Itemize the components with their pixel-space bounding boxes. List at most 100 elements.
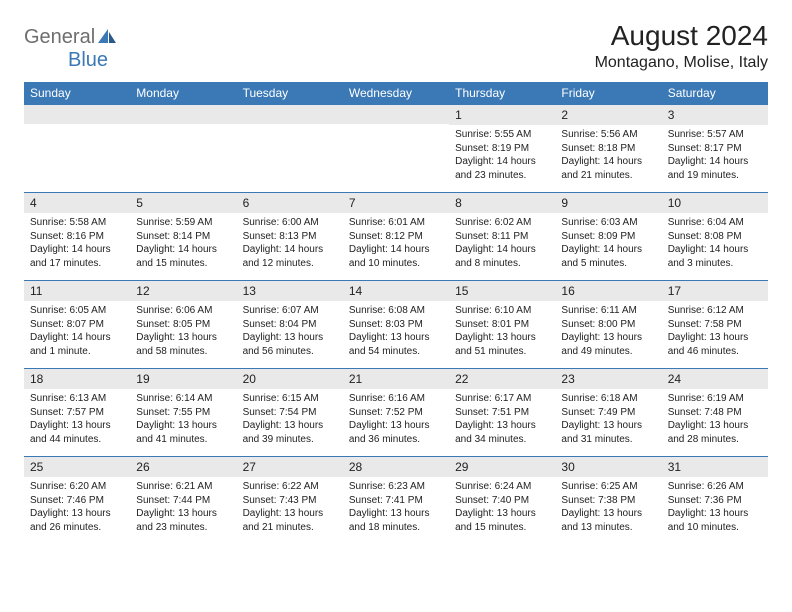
calendar-cell: 12Sunrise: 6:06 AMSunset: 8:05 PMDayligh… bbox=[130, 280, 236, 368]
day-number: 24 bbox=[662, 368, 768, 389]
day-number: 27 bbox=[237, 456, 343, 477]
calendar-cell bbox=[237, 104, 343, 192]
day-body: Sunrise: 6:01 AMSunset: 8:12 PMDaylight:… bbox=[343, 213, 449, 275]
calendar-cell: 8Sunrise: 6:02 AMSunset: 8:11 PMDaylight… bbox=[449, 192, 555, 280]
day-number: 26 bbox=[130, 456, 236, 477]
calendar-cell: 23Sunrise: 6:18 AMSunset: 7:49 PMDayligh… bbox=[555, 368, 661, 456]
day-number: 6 bbox=[237, 192, 343, 213]
day-number: 17 bbox=[662, 280, 768, 301]
day-number: 13 bbox=[237, 280, 343, 301]
calendar-cell: 25Sunrise: 6:20 AMSunset: 7:46 PMDayligh… bbox=[24, 456, 130, 544]
empty-day-header bbox=[237, 104, 343, 124]
day-body: Sunrise: 6:17 AMSunset: 7:51 PMDaylight:… bbox=[449, 389, 555, 451]
calendar-week: 4Sunrise: 5:58 AMSunset: 8:16 PMDaylight… bbox=[24, 192, 768, 280]
calendar-body: 1Sunrise: 5:55 AMSunset: 8:19 PMDaylight… bbox=[24, 104, 768, 544]
calendar-cell: 27Sunrise: 6:22 AMSunset: 7:43 PMDayligh… bbox=[237, 456, 343, 544]
day-body: Sunrise: 6:16 AMSunset: 7:52 PMDaylight:… bbox=[343, 389, 449, 451]
day-body: Sunrise: 5:58 AMSunset: 8:16 PMDaylight:… bbox=[24, 213, 130, 275]
calendar-cell: 5Sunrise: 5:59 AMSunset: 8:14 PMDaylight… bbox=[130, 192, 236, 280]
day-body: Sunrise: 6:05 AMSunset: 8:07 PMDaylight:… bbox=[24, 301, 130, 363]
day-number: 14 bbox=[343, 280, 449, 301]
calendar-cell: 22Sunrise: 6:17 AMSunset: 7:51 PMDayligh… bbox=[449, 368, 555, 456]
day-number: 21 bbox=[343, 368, 449, 389]
calendar-cell bbox=[130, 104, 236, 192]
day-body: Sunrise: 6:14 AMSunset: 7:55 PMDaylight:… bbox=[130, 389, 236, 451]
calendar-cell: 7Sunrise: 6:01 AMSunset: 8:12 PMDaylight… bbox=[343, 192, 449, 280]
day-body: Sunrise: 6:06 AMSunset: 8:05 PMDaylight:… bbox=[130, 301, 236, 363]
weekday-header: Saturday bbox=[662, 82, 768, 104]
calendar-week: 1Sunrise: 5:55 AMSunset: 8:19 PMDaylight… bbox=[24, 104, 768, 192]
logo: GeneralBlue bbox=[24, 20, 120, 72]
title-block: August 2024 Montagano, Molise, Italy bbox=[595, 20, 768, 72]
day-body: Sunrise: 6:19 AMSunset: 7:48 PMDaylight:… bbox=[662, 389, 768, 451]
day-body: Sunrise: 5:57 AMSunset: 8:17 PMDaylight:… bbox=[662, 125, 768, 187]
calendar-cell: 13Sunrise: 6:07 AMSunset: 8:04 PMDayligh… bbox=[237, 280, 343, 368]
calendar-cell: 28Sunrise: 6:23 AMSunset: 7:41 PMDayligh… bbox=[343, 456, 449, 544]
calendar-week: 18Sunrise: 6:13 AMSunset: 7:57 PMDayligh… bbox=[24, 368, 768, 456]
calendar-cell: 30Sunrise: 6:25 AMSunset: 7:38 PMDayligh… bbox=[555, 456, 661, 544]
day-number: 8 bbox=[449, 192, 555, 213]
day-body: Sunrise: 5:59 AMSunset: 8:14 PMDaylight:… bbox=[130, 213, 236, 275]
calendar-cell: 18Sunrise: 6:13 AMSunset: 7:57 PMDayligh… bbox=[24, 368, 130, 456]
day-body: Sunrise: 6:08 AMSunset: 8:03 PMDaylight:… bbox=[343, 301, 449, 363]
day-body: Sunrise: 6:10 AMSunset: 8:01 PMDaylight:… bbox=[449, 301, 555, 363]
day-number: 20 bbox=[237, 368, 343, 389]
day-number: 1 bbox=[449, 104, 555, 125]
day-body: Sunrise: 5:56 AMSunset: 8:18 PMDaylight:… bbox=[555, 125, 661, 187]
weekday-header: Thursday bbox=[449, 82, 555, 104]
calendar-cell: 21Sunrise: 6:16 AMSunset: 7:52 PMDayligh… bbox=[343, 368, 449, 456]
day-number: 29 bbox=[449, 456, 555, 477]
empty-day-header bbox=[130, 104, 236, 124]
day-number: 15 bbox=[449, 280, 555, 301]
day-number: 3 bbox=[662, 104, 768, 125]
logo-sail-icon bbox=[96, 27, 118, 45]
weekday-header: Sunday bbox=[24, 82, 130, 104]
weekday-row: SundayMondayTuesdayWednesdayThursdayFrid… bbox=[24, 82, 768, 104]
day-body: Sunrise: 5:55 AMSunset: 8:19 PMDaylight:… bbox=[449, 125, 555, 187]
day-body: Sunrise: 6:21 AMSunset: 7:44 PMDaylight:… bbox=[130, 477, 236, 539]
day-body: Sunrise: 6:15 AMSunset: 7:54 PMDaylight:… bbox=[237, 389, 343, 451]
calendar-cell: 1Sunrise: 5:55 AMSunset: 8:19 PMDaylight… bbox=[449, 104, 555, 192]
day-body: Sunrise: 6:00 AMSunset: 8:13 PMDaylight:… bbox=[237, 213, 343, 275]
calendar-cell: 31Sunrise: 6:26 AMSunset: 7:36 PMDayligh… bbox=[662, 456, 768, 544]
day-number: 11 bbox=[24, 280, 130, 301]
calendar-cell: 17Sunrise: 6:12 AMSunset: 7:58 PMDayligh… bbox=[662, 280, 768, 368]
day-number: 4 bbox=[24, 192, 130, 213]
calendar-cell: 3Sunrise: 5:57 AMSunset: 8:17 PMDaylight… bbox=[662, 104, 768, 192]
empty-day-header bbox=[24, 104, 130, 124]
day-number: 5 bbox=[130, 192, 236, 213]
month-title: August 2024 bbox=[595, 20, 768, 52]
calendar-cell: 24Sunrise: 6:19 AMSunset: 7:48 PMDayligh… bbox=[662, 368, 768, 456]
day-body: Sunrise: 6:12 AMSunset: 7:58 PMDaylight:… bbox=[662, 301, 768, 363]
day-body: Sunrise: 6:26 AMSunset: 7:36 PMDaylight:… bbox=[662, 477, 768, 539]
day-body: Sunrise: 6:11 AMSunset: 8:00 PMDaylight:… bbox=[555, 301, 661, 363]
calendar-cell: 11Sunrise: 6:05 AMSunset: 8:07 PMDayligh… bbox=[24, 280, 130, 368]
day-number: 25 bbox=[24, 456, 130, 477]
day-number: 7 bbox=[343, 192, 449, 213]
day-body: Sunrise: 6:23 AMSunset: 7:41 PMDaylight:… bbox=[343, 477, 449, 539]
calendar-cell: 10Sunrise: 6:04 AMSunset: 8:08 PMDayligh… bbox=[662, 192, 768, 280]
location: Montagano, Molise, Italy bbox=[595, 54, 768, 72]
calendar-cell: 2Sunrise: 5:56 AMSunset: 8:18 PMDaylight… bbox=[555, 104, 661, 192]
day-body: Sunrise: 6:13 AMSunset: 7:57 PMDaylight:… bbox=[24, 389, 130, 451]
day-number: 16 bbox=[555, 280, 661, 301]
day-body: Sunrise: 6:07 AMSunset: 8:04 PMDaylight:… bbox=[237, 301, 343, 363]
header: GeneralBlue August 2024 Montagano, Molis… bbox=[24, 20, 768, 72]
calendar-cell: 19Sunrise: 6:14 AMSunset: 7:55 PMDayligh… bbox=[130, 368, 236, 456]
day-number: 30 bbox=[555, 456, 661, 477]
empty-day-header bbox=[343, 104, 449, 124]
day-number: 23 bbox=[555, 368, 661, 389]
day-body: Sunrise: 6:03 AMSunset: 8:09 PMDaylight:… bbox=[555, 213, 661, 275]
day-number: 18 bbox=[24, 368, 130, 389]
calendar-cell: 29Sunrise: 6:24 AMSunset: 7:40 PMDayligh… bbox=[449, 456, 555, 544]
day-number: 10 bbox=[662, 192, 768, 213]
calendar-week: 25Sunrise: 6:20 AMSunset: 7:46 PMDayligh… bbox=[24, 456, 768, 544]
day-body: Sunrise: 6:24 AMSunset: 7:40 PMDaylight:… bbox=[449, 477, 555, 539]
calendar-cell: 20Sunrise: 6:15 AMSunset: 7:54 PMDayligh… bbox=[237, 368, 343, 456]
day-number: 22 bbox=[449, 368, 555, 389]
calendar-cell: 6Sunrise: 6:00 AMSunset: 8:13 PMDaylight… bbox=[237, 192, 343, 280]
day-number: 28 bbox=[343, 456, 449, 477]
day-number: 19 bbox=[130, 368, 236, 389]
calendar-table: SundayMondayTuesdayWednesdayThursdayFrid… bbox=[24, 82, 768, 544]
day-body: Sunrise: 6:18 AMSunset: 7:49 PMDaylight:… bbox=[555, 389, 661, 451]
